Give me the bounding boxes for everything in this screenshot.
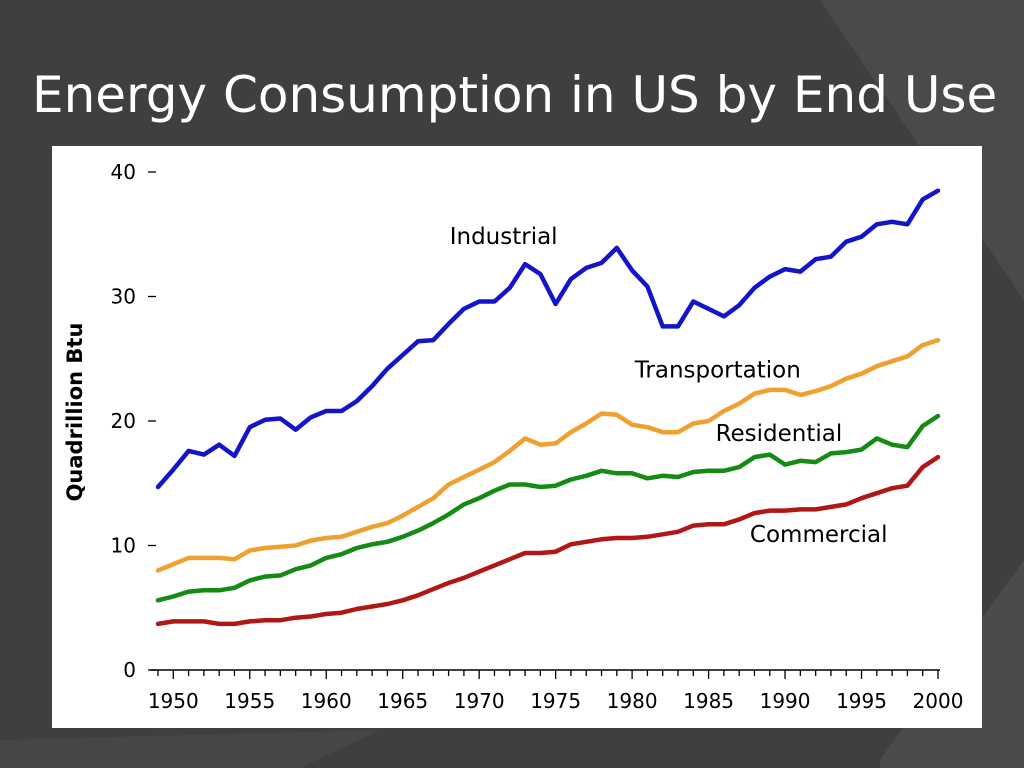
x-tick-label: 1960: [301, 689, 352, 713]
series-label-residential: Residential: [716, 421, 843, 447]
x-tick-label: 1995: [836, 689, 887, 713]
chart-axes: 1950 1955 1960 1965 1970 1975 1980 1985 1990 1995…: [111, 160, 964, 713]
series-line-transportation: [155, 337, 941, 573]
y-tick-label: 0: [123, 658, 136, 682]
x-tick-label: 1950: [148, 689, 199, 713]
chart-series-lines: [155, 188, 941, 627]
slide-title: Energy Consumption in US by End Use: [32, 66, 998, 124]
x-tick-label: 1975: [530, 689, 581, 713]
y-axis-label: Quadrillion Btu: [63, 323, 87, 502]
x-tick-label: 1970: [454, 689, 505, 713]
series-label-commercial: Commercial: [750, 522, 888, 548]
x-tick-label: 1955: [224, 689, 275, 713]
y-tick-label: 30: [111, 285, 136, 309]
series-line-industrial: [155, 188, 941, 490]
chart-panel: 1950 1955 1960 1965 1970 1975 1980 1985 1990 1995…: [52, 146, 982, 728]
y-tick-label: 10: [111, 534, 136, 558]
series-line-commercial: [155, 454, 941, 627]
x-tick-label: 1980: [607, 689, 658, 713]
x-tick-label: 1985: [683, 689, 734, 713]
series-label-industrial: Industrial: [450, 224, 558, 250]
y-tick-label: 20: [111, 409, 136, 433]
series-label-transportation: Transportation: [634, 357, 801, 383]
series-line-residential: [155, 413, 941, 603]
line-chart: 1950 1955 1960 1965 1970 1975 1980 1985 1990 1995…: [63, 160, 964, 713]
y-tick-label: 40: [111, 160, 136, 184]
x-tick-label: 1965: [377, 689, 428, 713]
x-tick-label: 2000: [913, 689, 964, 713]
x-tick-label: 1990: [760, 689, 811, 713]
chart-series-labels: Industrial Transportation Residential Comme…: [450, 224, 888, 548]
